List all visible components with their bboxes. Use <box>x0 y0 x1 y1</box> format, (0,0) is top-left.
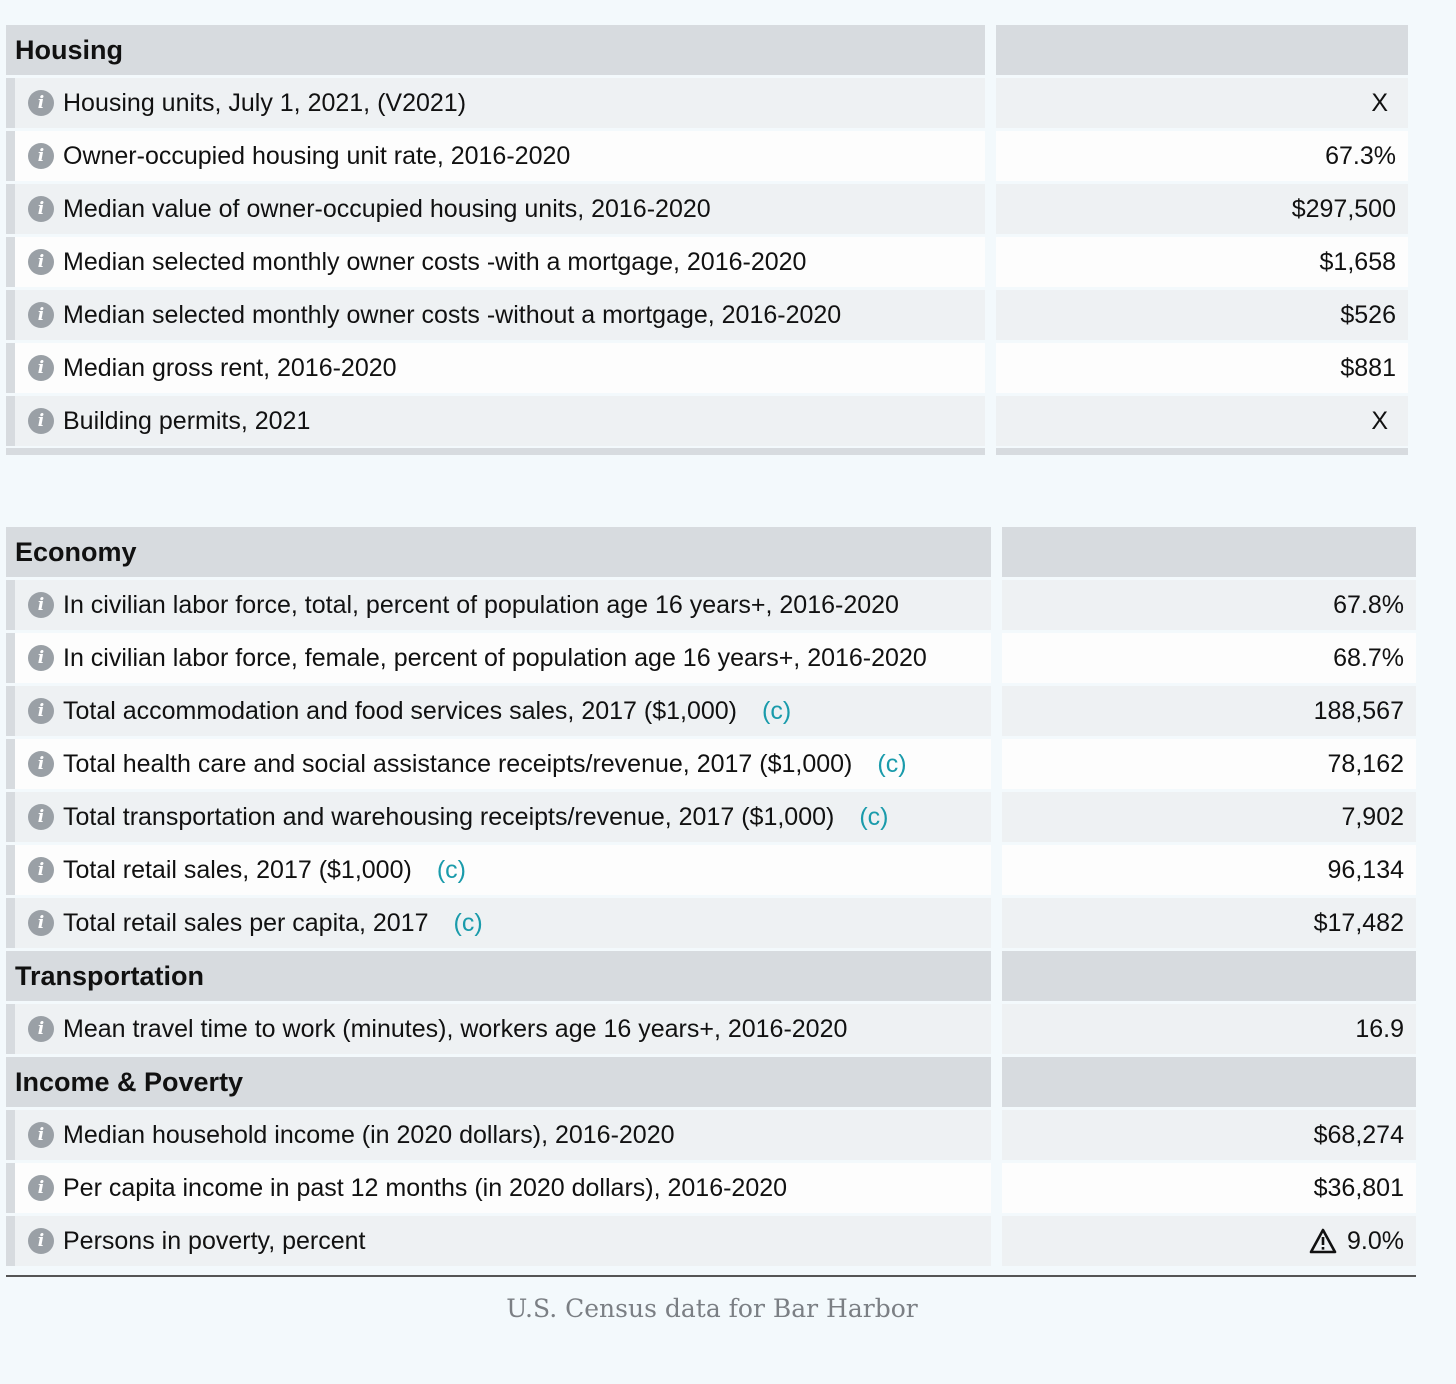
section-title-economy: Economy <box>6 527 991 577</box>
row-label: Per capita income in past 12 months (in … <box>63 1173 788 1202</box>
row-value: X <box>996 396 1408 446</box>
table-row: i Median value of owner-occupied housing … <box>6 184 1408 234</box>
row-value: 96,134 <box>1002 845 1416 895</box>
table-row: i Median selected monthly owner costs -wi… <box>6 290 1408 340</box>
info-icon[interactable]: i <box>28 249 54 275</box>
table-bottom-rule <box>6 1275 1416 1277</box>
info-icon[interactable]: i <box>28 355 54 381</box>
row-value: 16.9 <box>1002 1004 1416 1054</box>
table-row: i In civilian labor force, female, percen… <box>6 633 1416 683</box>
housing-header-row: Housing <box>6 25 1408 75</box>
table-row: i Total transportation and warehousing re… <box>6 792 1416 842</box>
row-label: Mean travel time to work (minutes), work… <box>63 1014 848 1043</box>
row-value: 78,162 <box>1002 739 1416 789</box>
footnote-link[interactable]: (c) <box>453 908 483 937</box>
row-value: $17,482 <box>1002 898 1416 948</box>
section-title-income: Income & Poverty <box>6 1057 991 1107</box>
economy-header-row: Economy <box>6 527 1416 577</box>
footnote-link[interactable]: (c) <box>877 749 907 778</box>
row-label: Total accommodation and food services sa… <box>63 696 737 725</box>
row-value: 7,902 <box>1002 792 1416 842</box>
row-label: Total retail sales per capita, 2017 <box>63 908 429 937</box>
table-bottom-border <box>6 448 1408 455</box>
row-value: X <box>996 78 1408 128</box>
info-icon[interactable]: i <box>28 645 54 671</box>
info-icon[interactable]: i <box>28 408 54 434</box>
info-icon[interactable]: i <box>28 1228 54 1254</box>
table-row: i Total accommodation and food services s… <box>6 686 1416 736</box>
row-value: 188,567 <box>1002 686 1416 736</box>
info-icon[interactable]: i <box>28 302 54 328</box>
header-value-cell <box>996 25 1408 75</box>
income-header-row: Income & Poverty <box>6 1057 1416 1107</box>
info-icon[interactable]: i <box>28 90 54 116</box>
table-row: i Median gross rent, 2016-2020 $881 <box>6 343 1408 393</box>
row-label: Median value of owner-occupied housing u… <box>63 194 711 223</box>
row-value: 67.3% <box>996 131 1408 181</box>
row-label: Owner-occupied housing unit rate, 2016-2… <box>63 141 571 170</box>
row-value-cell: 9.0% <box>1002 1216 1416 1266</box>
row-label: Persons in poverty, percent <box>63 1226 366 1255</box>
row-value: $297,500 <box>996 184 1408 234</box>
transportation-header-row: Transportation <box>6 951 1416 1001</box>
table-row: i In civilian labor force, total, percent… <box>6 580 1416 630</box>
row-value: $68,274 <box>1002 1110 1416 1160</box>
footnote-link[interactable]: (c) <box>859 802 889 831</box>
row-value: 9.0% <box>1347 1226 1404 1255</box>
row-label: Median selected monthly owner costs -wit… <box>63 300 842 329</box>
info-icon[interactable]: i <box>28 1016 54 1042</box>
row-value: $1,658 <box>996 237 1408 287</box>
row-value: $881 <box>996 343 1408 393</box>
row-label: Total health care and social assistance … <box>63 749 853 778</box>
table-row: i Housing units, July 1, 2021, (V2021) X <box>6 78 1408 128</box>
info-icon[interactable]: i <box>28 751 54 777</box>
row-value: 67.8% <box>1002 580 1416 630</box>
table-row: i Persons in poverty, percent 9.0% <box>6 1216 1416 1266</box>
footnote-link[interactable]: (c) <box>762 696 792 725</box>
table-row: i Total health care and social assistance… <box>6 739 1416 789</box>
housing-table: Housing i Housing units, July 1, 2021, (V… <box>6 25 1408 455</box>
info-icon[interactable]: i <box>28 698 54 724</box>
row-label: Total transportation and warehousing rec… <box>63 802 835 831</box>
info-icon[interactable]: i <box>28 1122 54 1148</box>
footnote-link[interactable]: (c) <box>436 855 466 884</box>
row-label: In civilian labor force, total, percent … <box>63 590 899 619</box>
row-label: Housing units, July 1, 2021, (V2021) <box>63 88 467 117</box>
row-label: Total retail sales, 2017 ($1,000) <box>63 855 412 884</box>
row-label: Median household income (in 2020 dollars… <box>63 1120 675 1149</box>
info-icon[interactable]: i <box>28 857 54 883</box>
info-icon[interactable]: i <box>28 143 54 169</box>
section-title-housing: Housing <box>6 25 985 75</box>
row-value: $526 <box>996 290 1408 340</box>
info-icon[interactable]: i <box>28 804 54 830</box>
info-icon[interactable]: i <box>28 910 54 936</box>
table-row: i Total retail sales, 2017 ($1,000) (c) 96… <box>6 845 1416 895</box>
table-row: i Per capita income in past 12 months (in… <box>6 1163 1416 1213</box>
section-title-transportation: Transportation <box>6 951 991 1001</box>
row-value: 68.7% <box>1002 633 1416 683</box>
row-label: Building permits, 2021 <box>63 406 311 435</box>
table-row: i Total retail sales per capita, 2017 (c) … <box>6 898 1416 948</box>
table-row: i Median selected monthly owner costs -wi… <box>6 237 1408 287</box>
row-label: In civilian labor force, female, percent… <box>63 643 927 672</box>
row-value: $36,801 <box>1002 1163 1416 1213</box>
table-row: i Mean travel time to work (minutes), wor… <box>6 1004 1416 1054</box>
table-row: i Owner-occupied housing unit rate, 2016-… <box>6 131 1408 181</box>
info-icon[interactable]: i <box>28 592 54 618</box>
table-row: i Median household income (in 2020 dollar… <box>6 1110 1416 1160</box>
info-icon[interactable]: i <box>28 1175 54 1201</box>
row-label: Median selected monthly owner costs -wit… <box>63 247 807 276</box>
row-label: Median gross rent, 2016-2020 <box>63 353 397 382</box>
info-icon[interactable]: i <box>28 196 54 222</box>
image-caption: U.S. Census data for Bar Harbor <box>506 1294 918 1323</box>
warning-triangle-icon[interactable] <box>1309 1228 1337 1254</box>
table-row: i Building permits, 2021 X <box>6 396 1408 446</box>
economy-table: Economy i In civilian labor force, total,… <box>6 527 1416 1269</box>
